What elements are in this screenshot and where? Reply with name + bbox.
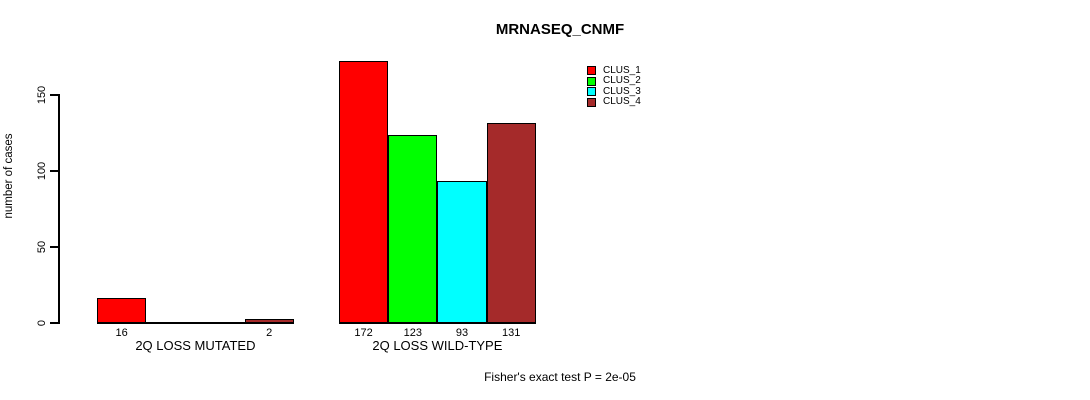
y-axis-tick: [50, 170, 59, 172]
y-axis-tick-label: 150: [36, 85, 48, 104]
bar-clus_4-group2: [486, 122, 536, 324]
bar-value-label: 123: [403, 327, 422, 339]
bar-clus_3-group2: [437, 180, 487, 324]
bar-value-label: 172: [354, 327, 373, 339]
bar-clus_2-group2: [388, 135, 438, 324]
y-axis-tick-label: 0: [36, 319, 48, 326]
bar-clus_1-group1: [97, 297, 147, 324]
bar-value-label: 16: [115, 327, 128, 339]
y-axis-line: [58, 94, 60, 324]
category-label: 2Q LOSS WILD-TYPE: [372, 338, 503, 353]
bar-value-label: 131: [502, 327, 521, 339]
y-axis-tick: [50, 94, 59, 96]
bar-clus_1-group2: [339, 60, 389, 324]
category-label: 2Q LOSS MUTATED: [135, 338, 256, 353]
y-axis-tick: [50, 246, 59, 248]
bar-value-label: 93: [455, 327, 469, 339]
y-axis-tick-label: 50: [36, 240, 48, 253]
group-baseline: [97, 322, 294, 324]
bar-clus_4-group1: [244, 318, 294, 324]
bar-value-label: 2: [266, 327, 273, 339]
footer-annotation: Fisher's exact test P = 2e-05: [484, 370, 636, 384]
y-axis-tick-label: 100: [36, 161, 48, 180]
y-axis-tick: [50, 322, 59, 324]
chart-title: MRNASEQ_CNMF: [495, 21, 625, 38]
